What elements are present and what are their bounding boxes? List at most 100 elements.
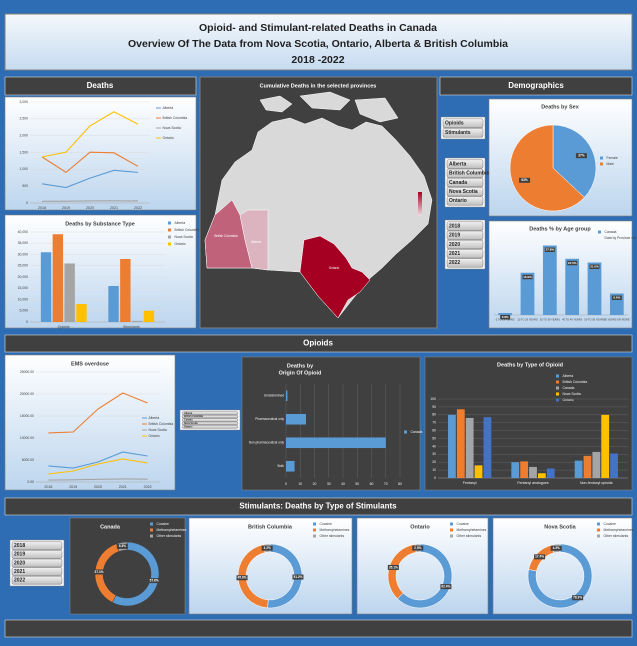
data-label-bg <box>236 575 248 581</box>
slicer-label[interactable]: 2018 <box>449 223 460 229</box>
header-years: 2018 -2022 <box>291 54 344 66</box>
x-tick-label: 0 TO 19 YEARS <box>496 318 515 322</box>
bar <box>456 409 465 478</box>
slicer-button[interactable] <box>446 177 484 187</box>
slicer-button[interactable] <box>446 159 484 169</box>
slicer-button[interactable] <box>446 249 484 259</box>
x-tick-label: 40 TO 49 YEARS <box>562 318 582 322</box>
legend-label: Ontario <box>163 136 174 140</box>
x-tick-label: 0 <box>285 482 287 486</box>
legend-swatch <box>597 534 600 538</box>
slicer-label[interactable]: 2020 <box>449 242 460 248</box>
legend-swatch <box>600 162 603 166</box>
slicer-label[interactable]: Ontario <box>184 425 193 428</box>
slicer-label[interactable]: Stimulants <box>445 130 471 136</box>
legend-note: Data by Province n/a <box>605 236 637 240</box>
data-label-bg <box>500 315 511 320</box>
legend-swatch <box>556 392 559 396</box>
slicer-button[interactable] <box>11 558 63 568</box>
legend-label: Nova Scotia <box>149 428 167 432</box>
slicer-button[interactable] <box>11 576 63 585</box>
y-tick-label: Pharmaceutical only <box>255 417 284 421</box>
slicer-button[interactable] <box>181 411 239 415</box>
slicer-label[interactable]: 2021 <box>449 251 460 257</box>
chart-title: British Columbia <box>248 524 293 530</box>
bar <box>601 414 610 478</box>
slicer-button[interactable] <box>181 415 239 419</box>
slicer-label[interactable]: Canada <box>449 180 467 186</box>
bar <box>520 272 535 315</box>
slicer-button[interactable] <box>446 187 484 197</box>
slicer-label[interactable]: Alberta <box>184 412 193 415</box>
slicer-label[interactable]: Ontario <box>449 198 467 204</box>
slicer-label[interactable]: 2022 <box>14 578 25 584</box>
legend-label: Cocaine <box>604 522 617 526</box>
slicer-label[interactable]: 2021 <box>14 569 25 575</box>
legend-swatch <box>313 534 316 538</box>
legend-swatch <box>600 156 603 160</box>
legend-swatch <box>168 228 171 232</box>
slicer-label[interactable]: 2019 <box>14 552 25 558</box>
data-label-bg <box>261 545 273 551</box>
slicer-button[interactable] <box>446 168 484 178</box>
legend-label: Canada <box>411 430 423 434</box>
slicer-button[interactable] <box>181 418 239 422</box>
legend-swatch <box>556 374 559 378</box>
legend-label: Methamphetamines <box>604 528 634 532</box>
slicer-label[interactable]: Nova Scotia <box>184 422 198 425</box>
chart-title: EMS overdose <box>71 361 109 367</box>
legend-swatch <box>168 235 171 239</box>
chart-panel <box>492 517 633 615</box>
slicer-button[interactable] <box>442 128 484 138</box>
data-label: 63% <box>521 178 528 182</box>
donut-segment <box>527 543 593 609</box>
section-bar <box>4 334 633 353</box>
slicer-label[interactable]: Alberta <box>449 161 466 167</box>
slicer-label[interactable]: 2020 <box>14 560 25 566</box>
slicer-button[interactable] <box>181 425 239 429</box>
slicer-label[interactable]: 2018 <box>14 543 25 549</box>
y-tick-label: 25000.00 <box>20 370 34 374</box>
slicer-button[interactable] <box>11 567 63 576</box>
legend-label: Ontario <box>175 242 186 246</box>
slicer-button[interactable] <box>446 221 484 231</box>
data-label: 0.8% <box>502 315 509 319</box>
slicer-label[interactable]: Nova Scotia <box>449 189 478 195</box>
data-label: 62.4% <box>441 584 450 588</box>
slicer-button[interactable] <box>181 421 239 425</box>
slicer-label[interactable]: 2019 <box>449 233 460 239</box>
slicer-label[interactable]: Canada <box>184 419 193 422</box>
slicer-label[interactable]: Opioids <box>445 121 464 127</box>
section-title: Stimulants: Deaths by Type of Stimulants <box>239 502 397 511</box>
legend-swatch <box>150 534 153 538</box>
y-tick-label: 35,000 <box>18 241 28 245</box>
legend-label: Other stimulants <box>320 534 345 538</box>
slicer-label[interactable]: British Columbia <box>184 415 204 418</box>
slicer-button[interactable] <box>11 541 63 550</box>
y-tick-label: 0 <box>26 320 28 324</box>
legend-swatch <box>313 528 316 532</box>
x-tick-label: 2018 <box>44 485 52 489</box>
chart-panel <box>4 214 197 329</box>
slicer-label[interactable]: British Columbia <box>449 171 489 177</box>
x-tick-label: 2020 <box>94 485 102 489</box>
slicer-button[interactable] <box>11 550 63 559</box>
arctic-island <box>354 97 399 123</box>
y-tick-label: 30,000 <box>18 252 28 256</box>
x-tick-label: 30 TO 39 YEARS <box>540 318 560 322</box>
bar <box>286 460 295 472</box>
footer-bar <box>4 619 633 638</box>
slicer-button[interactable] <box>446 258 484 268</box>
data-label: 16.9% <box>523 275 532 279</box>
slicer-button[interactable] <box>446 196 484 206</box>
bar <box>542 245 557 315</box>
slicer-label[interactable]: 2022 <box>449 260 460 266</box>
slicer-button[interactable] <box>442 118 484 128</box>
data-label-bg <box>116 543 128 549</box>
data-label: 78.3% <box>573 596 582 600</box>
slicer-button[interactable] <box>446 239 484 249</box>
data-label-bg <box>93 569 105 575</box>
y-tick-label: 0 <box>434 476 436 480</box>
data-label-bg <box>522 274 533 280</box>
slicer-button[interactable] <box>446 230 484 240</box>
